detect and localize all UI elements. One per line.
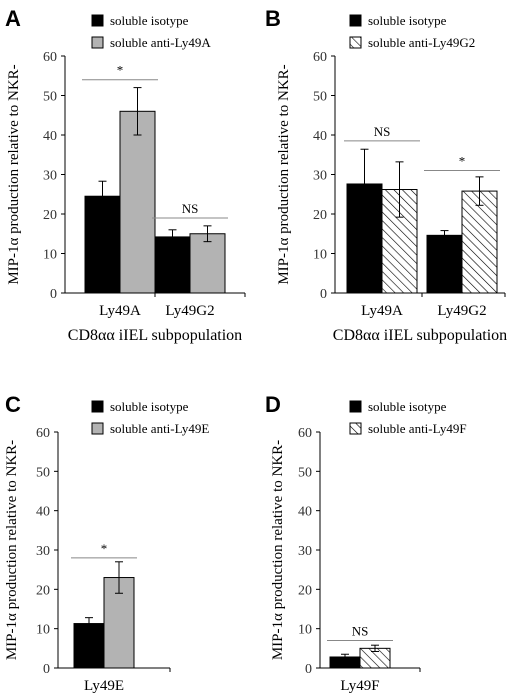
category-label: Ly49F: [340, 678, 379, 694]
legend-swatch-antibody: [91, 36, 104, 49]
panel-letter: C: [5, 392, 21, 417]
legend-swatch-antibody: [91, 422, 104, 435]
y-tick-label: 20: [313, 208, 327, 223]
bar-isotype: [73, 623, 105, 669]
y-tick-label: 0: [50, 287, 57, 302]
legend-label: soluble isotype: [110, 13, 189, 28]
y-tick-label: 20: [43, 208, 57, 223]
legend-label: soluble isotype: [110, 399, 189, 414]
category-label: Ly49A: [99, 303, 141, 319]
y-axis-label: MIP-1α production relative to NKR-: [276, 64, 292, 284]
y-tick-label: 10: [36, 623, 50, 638]
y-tick-label: 20: [36, 583, 50, 598]
panel-letter: B: [265, 6, 281, 31]
significance-label: *: [459, 154, 466, 169]
y-axis-label: MIP-1α production relative to NKR-: [6, 64, 22, 284]
legend-label: soluble isotype: [368, 13, 447, 28]
legend-label: soluble anti-Ly49E: [110, 421, 209, 436]
legend-swatch-isotype: [91, 400, 104, 413]
bar-isotype: [346, 183, 383, 294]
y-tick-label: 40: [43, 129, 57, 144]
y-tick-label: 40: [313, 129, 327, 144]
bar-isotype: [84, 195, 121, 294]
y-tick-label: 30: [36, 544, 50, 559]
y-tick-label: 50: [36, 465, 50, 480]
y-tick-label: 50: [43, 90, 57, 105]
y-tick-label: 50: [313, 90, 327, 105]
significance-label: NS: [182, 201, 199, 216]
legend-label: soluble anti-Ly49G2: [368, 35, 475, 50]
legend-swatch-isotype: [91, 14, 104, 27]
y-tick-label: 0: [305, 662, 312, 677]
y-tick-label: 60: [298, 426, 312, 441]
y-tick-label: 60: [43, 50, 57, 65]
significance-label: NS: [374, 124, 391, 139]
legend-label: soluble anti-Ly49F: [368, 421, 467, 436]
y-tick-label: 30: [313, 169, 327, 184]
bar-antibody: [461, 190, 498, 294]
legend-swatch-isotype: [349, 14, 362, 27]
category-label: Ly49G2: [165, 303, 214, 319]
y-tick-label: 50: [298, 465, 312, 480]
y-tick-label: 10: [298, 623, 312, 638]
panel-letter: D: [265, 392, 281, 417]
legend-swatch-isotype: [349, 400, 362, 413]
significance-label: NS: [352, 623, 369, 638]
category-label: Ly49G2: [437, 303, 486, 319]
category-label: Ly49E: [84, 678, 124, 694]
y-tick-label: 0: [320, 287, 327, 302]
significance-label: *: [101, 541, 108, 556]
bar-antibody: [119, 110, 156, 294]
bar-isotype: [426, 234, 463, 294]
bar-antibody: [189, 233, 226, 294]
y-axis-label: MIP-1α production relative to NKR-: [270, 440, 286, 660]
bar-isotype: [154, 236, 191, 294]
y-tick-label: 40: [298, 505, 312, 520]
x-axis-label: CD8αα iIEL subpopulation: [333, 327, 507, 344]
legend-label: soluble isotype: [368, 399, 447, 414]
y-tick-label: 40: [36, 505, 50, 520]
category-label: Ly49A: [361, 303, 403, 319]
significance-label: *: [117, 63, 124, 78]
y-tick-label: 20: [298, 583, 312, 598]
legend-swatch-antibody: [349, 422, 362, 435]
y-tick-label: 60: [313, 50, 327, 65]
legend-label: soluble anti-Ly49A: [110, 35, 211, 50]
y-tick-label: 60: [36, 426, 50, 441]
panel-letter: A: [5, 6, 21, 31]
legend-swatch-antibody: [349, 36, 362, 49]
y-tick-label: 30: [43, 169, 57, 184]
y-tick-label: 0: [43, 662, 50, 677]
y-axis-label: MIP-1α production relative to NKR-: [4, 440, 20, 660]
y-tick-label: 10: [43, 248, 57, 263]
x-axis-label: CD8αα iIEL subpopulation: [68, 327, 242, 344]
y-tick-label: 10: [313, 248, 327, 263]
y-tick-label: 30: [298, 544, 312, 559]
